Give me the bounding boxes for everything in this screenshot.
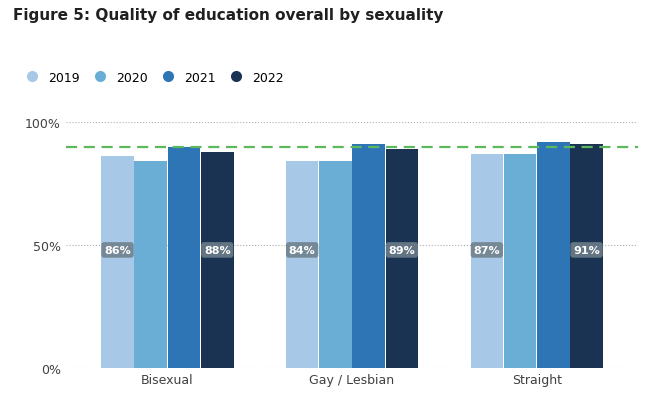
Bar xyxy=(386,150,418,368)
Bar xyxy=(504,155,536,368)
Bar xyxy=(353,145,385,368)
Text: 88%: 88% xyxy=(204,245,230,255)
Bar xyxy=(537,142,570,368)
Text: 87%: 87% xyxy=(474,245,500,255)
Bar xyxy=(101,157,134,368)
Text: 89%: 89% xyxy=(388,245,415,255)
Text: Figure 5: Quality of education overall by sexuality: Figure 5: Quality of education overall b… xyxy=(13,8,443,23)
Bar xyxy=(570,145,603,368)
Bar xyxy=(201,152,234,368)
Bar xyxy=(319,162,351,368)
Text: 86%: 86% xyxy=(104,245,131,255)
Text: 91%: 91% xyxy=(573,245,600,255)
Bar xyxy=(168,147,200,368)
Bar xyxy=(286,162,318,368)
Bar xyxy=(134,162,167,368)
Bar xyxy=(470,155,503,368)
Text: 84%: 84% xyxy=(289,245,316,255)
Legend: 2019, 2020, 2021, 2022: 2019, 2020, 2021, 2022 xyxy=(19,72,284,85)
